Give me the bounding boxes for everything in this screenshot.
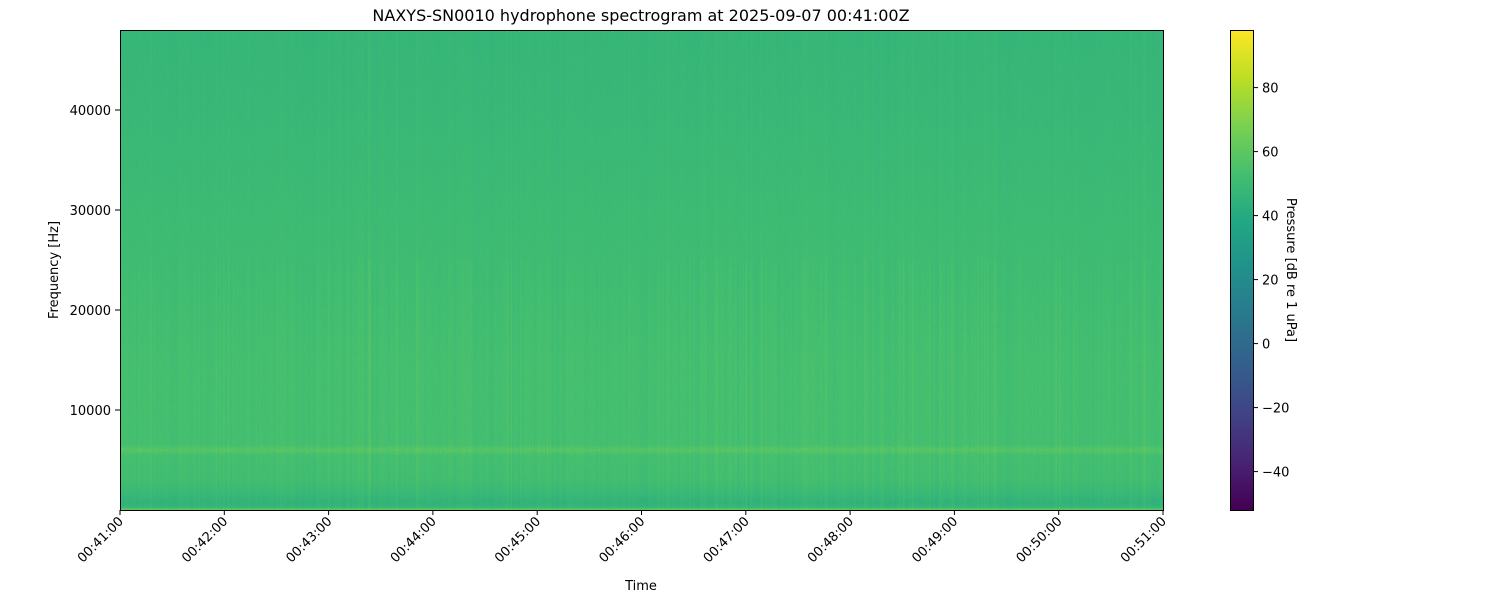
colorbar-tick-label: 40 [1262, 210, 1279, 225]
chart-title: NAXYS-SN0010 hydrophone spectrogram at 2… [372, 6, 909, 25]
x-tick-label: 00:48:00 [805, 514, 857, 566]
x-tick-label: 00:51:00 [1118, 514, 1170, 566]
x-tick-label: 00:45:00 [492, 514, 544, 566]
y-tick-label: 10000 [70, 404, 111, 419]
x-tick-label: 00:47:00 [701, 514, 753, 566]
x-tick-label: 00:50:00 [1014, 514, 1066, 566]
y-tick-label: 40000 [70, 104, 111, 119]
x-axis-label: Time [624, 579, 657, 594]
colorbar-tick-label: 60 [1262, 146, 1279, 161]
y-axis-label: Frequency [Hz] [47, 221, 62, 319]
colorbar-label: Pressure [dB re 1 uPa] [1283, 198, 1298, 342]
colorbar-tick-label: 80 [1262, 82, 1279, 97]
colorbar-gradient [1230, 30, 1253, 510]
x-tick-label: 00:49:00 [909, 514, 961, 566]
colorbar-tick-label: −20 [1262, 402, 1289, 417]
colorbar-tick-label: 20 [1262, 274, 1279, 289]
colorbar-frame [1230, 30, 1254, 511]
x-tick-label: 00:46:00 [596, 514, 648, 566]
y-tick-label: 30000 [70, 204, 111, 219]
x-tick-label: 00:41:00 [75, 514, 127, 566]
x-tick-label: 00:44:00 [388, 514, 440, 566]
spectrogram-image [120, 30, 1163, 510]
plot-frame [120, 30, 1164, 511]
x-tick-label: 00:43:00 [284, 514, 336, 566]
x-tick-label: 00:42:00 [179, 514, 231, 566]
colorbar-tick-label: −40 [1262, 466, 1289, 481]
colorbar-tick-label: 0 [1262, 338, 1270, 353]
y-tick-label: 20000 [70, 304, 111, 319]
